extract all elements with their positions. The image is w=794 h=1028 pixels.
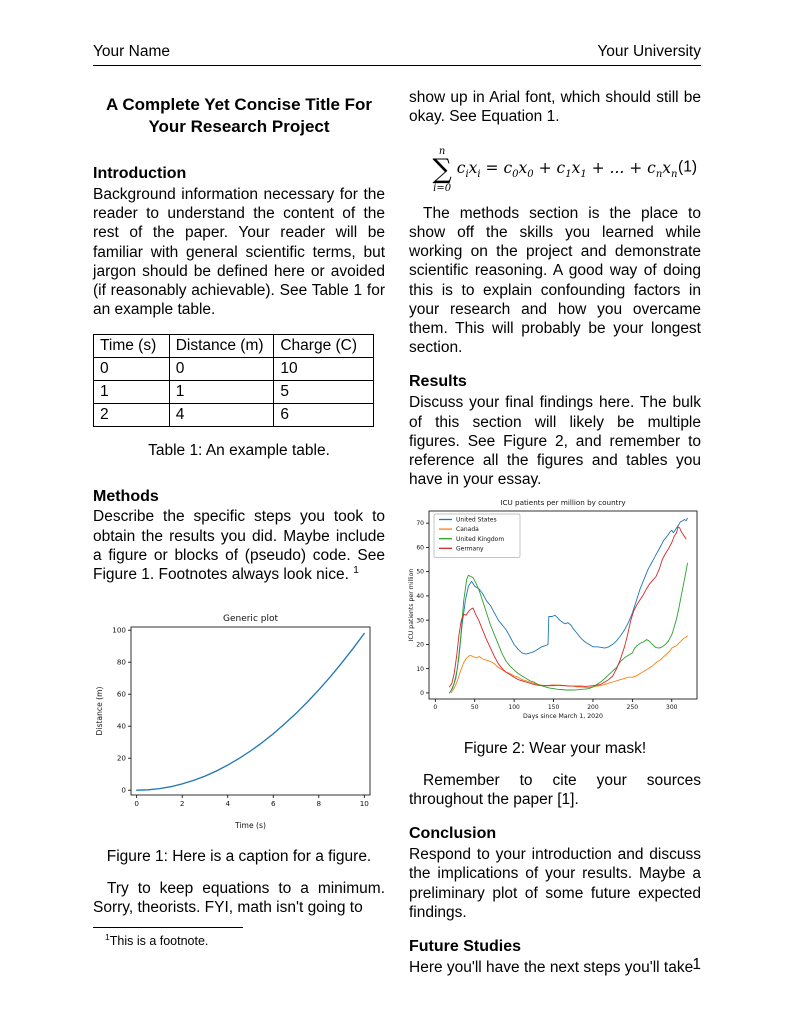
- svg-text:70: 70: [416, 521, 424, 528]
- svg-text:8: 8: [316, 799, 321, 808]
- methods-text: Describe the specific steps you took to …: [93, 508, 385, 584]
- svg-text:60: 60: [416, 545, 424, 552]
- equation-number: (1): [678, 158, 697, 176]
- figure1-caption: Figure 1: Here is a caption for a figure…: [106, 847, 372, 865]
- sigma-icon: ∑: [432, 154, 452, 186]
- page-header: Your Name Your University: [93, 42, 701, 67]
- results-paragraph: Discuss your final findings here. The bu…: [409, 394, 701, 489]
- section-heading-future-studies: Future Studies: [409, 937, 522, 955]
- svg-text:0: 0: [420, 690, 424, 697]
- table-row: 0 0 10: [93, 356, 374, 381]
- figure2-plot: 0 50 100 150 200 250 300 0 10 20 30 40 50 60 70 ICU pat…: [408, 498, 698, 720]
- svg-text:United States: United States: [456, 517, 497, 524]
- equations-paragraph: Try to keep equations to a minimum. Sorr…: [93, 879, 385, 916]
- svg-text:20: 20: [416, 642, 424, 649]
- svg-text:Days since March 1, 2020: Days since March 1, 2020: [523, 713, 603, 720]
- svg-text:100: 100: [508, 704, 520, 711]
- sigma-lower-limit: i=0: [433, 182, 452, 194]
- svg-text:2: 2: [180, 799, 185, 808]
- section-heading-methods: Methods: [93, 487, 159, 505]
- table-cell: 2: [93, 403, 170, 428]
- left-column: A Complete Yet Concise Title For Your Re…: [93, 88, 385, 950]
- svg-text:0: 0: [121, 785, 126, 794]
- svg-text:20: 20: [117, 753, 127, 762]
- svg-text:250: 250: [627, 704, 639, 711]
- section-heading-conclusion: Conclusion: [409, 825, 497, 843]
- header-university: Your University: [597, 43, 701, 60]
- svg-text:United Kingdom: United Kingdom: [456, 536, 504, 543]
- equation-sigma-block: n ∑ i=0: [433, 147, 452, 193]
- svg-text:50: 50: [416, 569, 424, 576]
- figure1: 0 2 4 6 8 10 0 20 40 60 80 100 Generic plot Time (s) D…: [93, 603, 385, 831]
- page-number: 1: [692, 956, 701, 973]
- table-caption: Table 1: An example table.: [148, 442, 330, 460]
- svg-text:10: 10: [416, 666, 424, 673]
- paper-title: A Complete Yet Concise Title For Your Re…: [105, 95, 373, 137]
- equation-terms: cixi = c0x0 + c1x1 + ... + cnxn: [456, 159, 678, 181]
- methods-paragraph: Describe the specific steps you took to …: [93, 507, 385, 584]
- svg-text:200: 200: [587, 704, 599, 711]
- table-row: 1 1 5: [93, 379, 374, 405]
- table-cell: 4: [168, 403, 275, 428]
- svg-text:10: 10: [360, 799, 370, 808]
- introduction-paragraph: Background information necessary for the…: [93, 186, 385, 319]
- section-heading-results: Results: [409, 373, 467, 391]
- sigma-upper-limit: n: [438, 146, 446, 158]
- table-cell: 0: [168, 356, 275, 381]
- svg-text:80: 80: [117, 657, 127, 666]
- svg-text:30: 30: [416, 618, 424, 625]
- svg-text:150: 150: [548, 704, 560, 711]
- footnote-ref-marker: 1: [353, 565, 359, 577]
- methods-continued-paragraph: The methods section is the place to show…: [409, 204, 701, 357]
- table-cell: 1: [93, 379, 170, 405]
- svg-text:300: 300: [666, 704, 678, 711]
- table-header-cell: Charge (C): [273, 333, 374, 358]
- footnote-block: 1This is a footnote.: [93, 927, 385, 950]
- svg-text:60: 60: [117, 689, 127, 698]
- svg-text:ICU patients per million by co: ICU patients per million by country: [500, 498, 626, 507]
- example-table: Time (s) Distance (m) Charge (C) 0 0 10 …: [93, 333, 374, 428]
- conclusion-paragraph: Respond to your introduction and discuss…: [409, 846, 701, 921]
- footnote-rule: [93, 927, 243, 929]
- table-header-cell: Distance (m): [168, 333, 275, 358]
- table-row: 2 4 6: [93, 403, 374, 428]
- table-header-row: Time (s) Distance (m) Charge (C): [93, 333, 374, 358]
- svg-text:50: 50: [471, 704, 479, 711]
- svg-text:Canada: Canada: [456, 527, 479, 534]
- right-column: show up in Arial font, which should stil…: [408, 88, 701, 977]
- svg-text:Generic plot: Generic plot: [223, 614, 278, 624]
- table-cell: 1: [168, 379, 275, 405]
- svg-text:4: 4: [225, 799, 230, 808]
- footnote-text: 1This is a footnote.: [93, 932, 385, 950]
- section-heading-introduction: Introduction: [93, 165, 187, 183]
- figure2: 0 50 100 150 200 250 300 0 10 20 30 40 50 60 70 ICU pat…: [405, 497, 701, 726]
- svg-text:0: 0: [433, 704, 437, 711]
- svg-text:0: 0: [134, 799, 139, 808]
- svg-text:40: 40: [117, 721, 127, 730]
- table-cell: 5: [273, 379, 374, 405]
- figure2-caption: Figure 2: Wear your mask!: [463, 739, 647, 757]
- svg-text:6: 6: [271, 799, 276, 808]
- svg-text:100: 100: [112, 625, 126, 634]
- footnote-marker: 1: [105, 932, 110, 943]
- svg-text:Germany: Germany: [456, 546, 484, 553]
- svg-text:40: 40: [416, 593, 424, 600]
- svg-text:ICU patients per million: ICU patients per million: [408, 569, 415, 642]
- table-cell: 10: [273, 356, 374, 381]
- header-author: Your Name: [93, 43, 170, 60]
- continuation-paragraph: show up in Arial font, which should stil…: [409, 89, 701, 126]
- equation: n ∑ i=0 cixi = c0x0 + c1x1 + ... + cnxn …: [411, 140, 699, 193]
- cite-paragraph: Remember to cite your sources throughout…: [409, 771, 701, 809]
- table-cell: 6: [273, 403, 374, 428]
- svg-text:Distance (m): Distance (m): [95, 686, 104, 735]
- svg-text:Time (s): Time (s): [234, 821, 266, 830]
- table-header-cell: Time (s): [93, 333, 170, 358]
- footnote-body: This is a footnote.: [109, 934, 209, 949]
- future-studies-paragraph: Here you'll have the next steps you'll t…: [409, 958, 694, 976]
- table-cell: 0: [93, 356, 170, 381]
